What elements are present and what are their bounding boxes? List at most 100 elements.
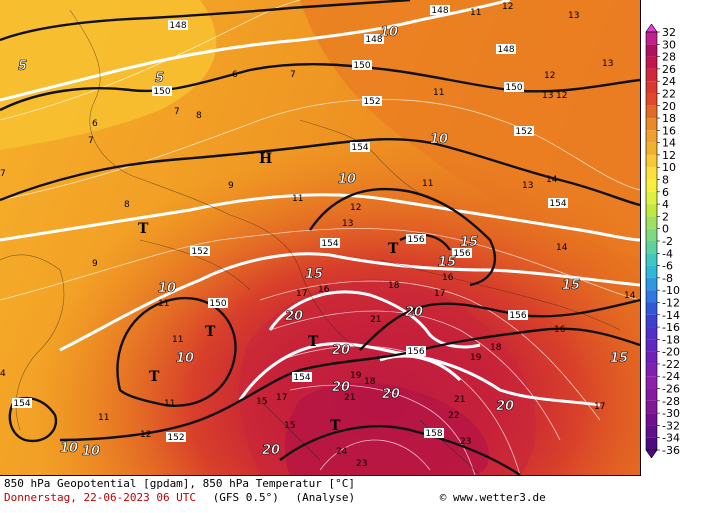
mode-label: (Analyse) bbox=[295, 491, 356, 504]
field-labels: 148 148 148 148 150 150 150 152 152 152 … bbox=[12, 5, 568, 443]
svg-text:8: 8 bbox=[196, 111, 202, 121]
low-pressure-T: T bbox=[308, 334, 319, 350]
legend-swatch bbox=[646, 241, 657, 254]
geopotential-label: 148 bbox=[431, 6, 448, 16]
svg-text:16: 16 bbox=[554, 325, 566, 335]
legend-label: 22 bbox=[662, 87, 676, 100]
geopotential-label: 156 bbox=[407, 347, 424, 357]
svg-text:11: 11 bbox=[164, 399, 175, 409]
legend-label: -2 bbox=[662, 235, 673, 248]
legend-swatch bbox=[646, 351, 657, 364]
legend-label: -30 bbox=[662, 407, 680, 420]
geopotential-label: 156 bbox=[453, 249, 470, 259]
svg-text:22: 22 bbox=[448, 411, 459, 421]
svg-text:10: 10 bbox=[60, 441, 78, 456]
legend-label: -34 bbox=[662, 432, 680, 445]
svg-text:12: 12 bbox=[140, 430, 151, 440]
svg-text:10: 10 bbox=[158, 281, 176, 296]
geopotential-label: 150 bbox=[505, 83, 522, 93]
legend-label: -10 bbox=[662, 284, 680, 297]
legend-swatch bbox=[646, 179, 657, 192]
svg-text:7: 7 bbox=[0, 169, 6, 179]
svg-text:16: 16 bbox=[318, 285, 330, 295]
low-pressure-T: T bbox=[138, 221, 149, 237]
geopotential-label: 150 bbox=[353, 61, 370, 71]
svg-text:10: 10 bbox=[82, 444, 100, 459]
geopotential-label: 152 bbox=[191, 247, 208, 257]
svg-text:18: 18 bbox=[364, 377, 376, 387]
svg-text:19: 19 bbox=[350, 371, 362, 381]
legend-swatch bbox=[646, 32, 657, 45]
legend-swatch bbox=[646, 363, 657, 377]
svg-text:10: 10 bbox=[338, 172, 356, 187]
legend-label: 0 bbox=[662, 223, 669, 236]
svg-text:18: 18 bbox=[388, 281, 400, 291]
svg-text:14: 14 bbox=[624, 291, 636, 301]
svg-text:15: 15 bbox=[256, 397, 267, 407]
low-pressure-T: T bbox=[330, 418, 341, 434]
geopotential-label: 154 bbox=[549, 199, 566, 209]
svg-text:13: 13 bbox=[542, 91, 553, 101]
legend-swatch bbox=[646, 265, 657, 278]
svg-text:5: 5 bbox=[18, 59, 27, 74]
high-pressure-H: H bbox=[259, 151, 272, 167]
svg-text:13: 13 bbox=[522, 181, 533, 191]
isotherms bbox=[0, 0, 640, 405]
legend-label: -6 bbox=[662, 260, 673, 273]
legend-swatch bbox=[646, 388, 657, 401]
svg-text:11: 11 bbox=[158, 299, 169, 309]
svg-text:9: 9 bbox=[92, 259, 98, 269]
svg-text:21: 21 bbox=[454, 395, 465, 405]
legend-swatch bbox=[646, 302, 657, 315]
geopotential-label: 156 bbox=[407, 235, 424, 245]
svg-text:20: 20 bbox=[262, 443, 280, 458]
legend-label: -14 bbox=[662, 309, 680, 322]
svg-text:11: 11 bbox=[422, 179, 433, 189]
legend-label: 26 bbox=[662, 63, 676, 76]
geopotential-label: 148 bbox=[497, 45, 514, 55]
legend-swatch bbox=[646, 118, 657, 131]
temperature-legend: 32 30 28 26 24 22 20 18 16 14 12 10 8 6 4 2 0 -2 -4 -6 -8 -10… bbox=[643, 23, 704, 459]
legend-label: -12 bbox=[662, 296, 680, 309]
legend-label: -4 bbox=[662, 247, 673, 260]
svg-text:15: 15 bbox=[610, 351, 628, 366]
legend-label: -18 bbox=[662, 333, 680, 346]
svg-text:15: 15 bbox=[438, 255, 456, 270]
svg-text:17: 17 bbox=[296, 289, 307, 299]
legend-label: 24 bbox=[662, 75, 676, 88]
legend-label: 4 bbox=[662, 198, 669, 211]
geopotential-label: 150 bbox=[209, 299, 226, 309]
svg-text:11: 11 bbox=[433, 88, 444, 98]
weather-map: 148 148 148 148 150 150 150 152 152 152 … bbox=[0, 0, 641, 476]
legend-label: -20 bbox=[662, 346, 680, 359]
legend-swatch bbox=[646, 81, 657, 94]
svg-text:11: 11 bbox=[470, 8, 481, 18]
svg-text:24: 24 bbox=[336, 447, 348, 457]
geopotential-label: 148 bbox=[169, 21, 186, 31]
svg-text:10: 10 bbox=[380, 25, 398, 40]
legend-label: -26 bbox=[662, 383, 680, 396]
legend-swatch bbox=[646, 437, 657, 450]
date-label: Donnerstag, 22-06-2023 06 UTC bbox=[4, 491, 197, 504]
legend-swatch bbox=[646, 56, 657, 69]
legend-label: 8 bbox=[662, 174, 669, 187]
svg-text:12: 12 bbox=[502, 2, 513, 12]
geopotential-label: 152 bbox=[167, 433, 184, 443]
legend-top-arrow bbox=[645, 23, 658, 33]
svg-text:13: 13 bbox=[342, 219, 353, 229]
svg-text:10: 10 bbox=[176, 351, 194, 366]
legend-label: 10 bbox=[662, 161, 676, 174]
credit-text: www.wetter3.de bbox=[453, 491, 546, 504]
geopotential-label: 156 bbox=[509, 311, 526, 321]
svg-text:17: 17 bbox=[434, 289, 445, 299]
svg-text:6: 6 bbox=[92, 119, 98, 129]
svg-text:20: 20 bbox=[405, 305, 423, 320]
svg-text:6: 6 bbox=[232, 70, 238, 80]
legend-label: -28 bbox=[662, 395, 680, 408]
model-label: (GFS 0.5°) bbox=[212, 491, 279, 504]
legend-label: 16 bbox=[662, 124, 676, 137]
svg-text:20: 20 bbox=[496, 399, 514, 414]
svg-text:12: 12 bbox=[556, 91, 567, 101]
svg-text:14: 14 bbox=[546, 175, 558, 185]
legend-label: 30 bbox=[662, 38, 676, 51]
